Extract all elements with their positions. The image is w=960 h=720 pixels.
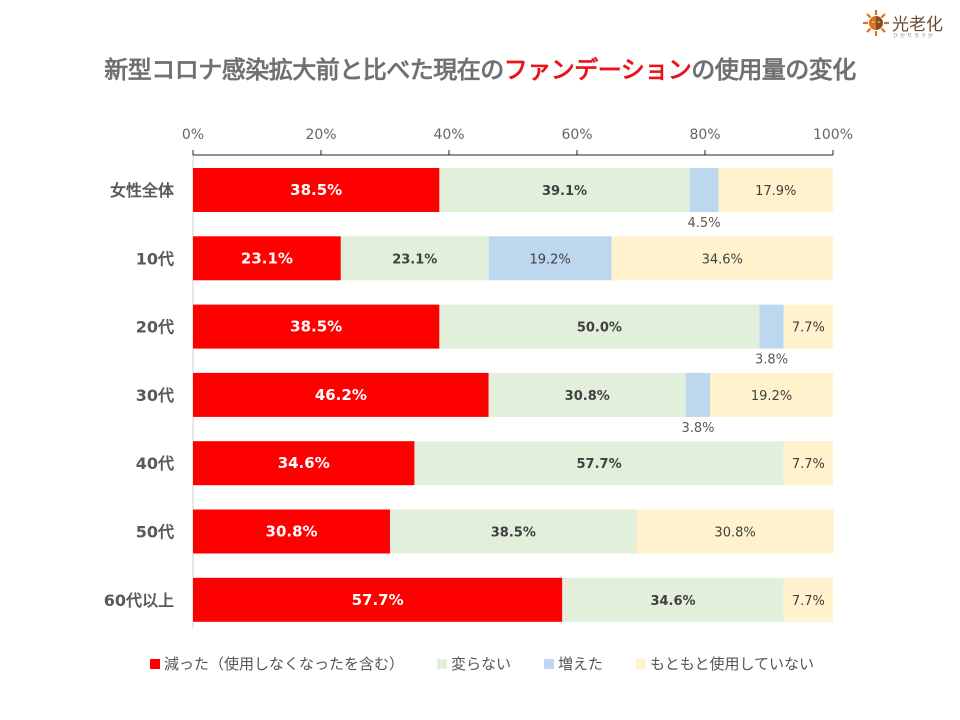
chart-title: 新型コロナ感染拡大前と比べた現在のファンデーションの使用量の変化 (0, 50, 960, 85)
sun-face-icon (863, 10, 889, 36)
bar-increased (759, 304, 784, 349)
x-tick-label: 60% (561, 127, 592, 143)
data-label: 46.2% (315, 386, 367, 404)
data-label: 34.6% (650, 594, 695, 609)
bar-unchanged (488, 372, 686, 417)
data-label: 3.8% (755, 353, 788, 368)
logo-sub: ひかりろうか (893, 33, 936, 39)
x-tick-label: 0% (182, 127, 204, 143)
bar-increased (689, 168, 719, 212)
x-tick-label: 20% (305, 127, 336, 143)
category-label: 30代 (136, 386, 174, 405)
legend-item-unchanged: 変らない (437, 653, 511, 674)
data-label: 7.7% (792, 321, 825, 336)
bar-unchanged (562, 577, 784, 622)
data-label: 57.7% (577, 457, 622, 472)
bar-unchanged (439, 304, 760, 349)
data-label: 39.1% (542, 184, 587, 199)
legend-item-decreased: 減った（使用しなくなったを含む） (150, 653, 404, 674)
bar-decreased (193, 441, 415, 486)
bar-unchanged (340, 236, 489, 281)
data-label: 7.7% (792, 457, 825, 472)
bar-decreased (193, 577, 563, 622)
data-label: 17.9% (755, 184, 796, 199)
data-label: 3.8% (681, 421, 714, 436)
legend-label: 増えた (558, 655, 604, 673)
legend: 減った（使用しなくなったを含む） 変らない 増えた もともと使用していない (150, 653, 847, 674)
bar-unchanged (390, 509, 637, 554)
logo: 光老化 ひかりろうか (862, 6, 954, 40)
legend-swatch (544, 658, 555, 669)
bar-decreased (193, 236, 341, 281)
legend-swatch (636, 658, 647, 669)
data-label: 30.8% (266, 523, 318, 541)
data-label: 34.6% (702, 252, 743, 267)
category-label: 60代以上 (104, 591, 174, 610)
bar-never (710, 372, 833, 417)
bar-never (783, 441, 833, 486)
bar-never (636, 509, 834, 554)
category-label: 50代 (136, 523, 174, 542)
bar-never (611, 236, 833, 281)
bar-never (718, 168, 833, 212)
data-label: 30.8% (565, 389, 610, 404)
legend-label: もともと使用していない (650, 655, 814, 673)
data-label: 34.6% (278, 454, 330, 472)
title-highlight: ファンデーション (503, 56, 692, 84)
logo-brand: 光老化 (892, 15, 943, 35)
x-tick-label: 100% (813, 127, 853, 143)
bar-never (783, 304, 833, 349)
data-label: 4.5% (688, 216, 721, 231)
legend-item-increased: 増えた (544, 653, 603, 674)
data-label: 19.2% (751, 389, 792, 404)
x-tick-label: 80% (689, 127, 720, 143)
legend-item-never: もともと使用していない (636, 653, 814, 674)
title-suffix: の使用量の変化 (691, 56, 856, 84)
bar-increased (685, 372, 711, 417)
bar-unchanged (439, 168, 690, 212)
data-label: 50.0% (577, 321, 622, 336)
data-label: 23.1% (392, 252, 437, 267)
data-label: 7.7% (792, 594, 825, 609)
data-label: 38.5% (290, 181, 342, 199)
data-label: 57.7% (352, 591, 404, 609)
legend-label: 減った（使用しなくなったを含む） (164, 655, 405, 673)
bar-decreased (193, 509, 391, 554)
legend-label: 変らない (451, 655, 512, 673)
data-label: 30.8% (714, 526, 755, 541)
category-label: 40代 (136, 454, 174, 473)
data-label: 23.1% (241, 249, 293, 267)
title-prefix: 新型コロナ感染拡大前と比べた現在の (104, 56, 504, 84)
legend-swatch (150, 658, 160, 669)
data-label: 19.2% (529, 252, 570, 267)
data-label: 38.5% (290, 318, 342, 336)
x-tick-label: 40% (433, 127, 464, 143)
bar-decreased (193, 304, 440, 349)
bar-decreased (193, 372, 489, 417)
bar-decreased (193, 168, 440, 212)
category-label: 10代 (136, 249, 174, 268)
bar-increased (488, 236, 612, 281)
category-label: 女性全体 (110, 181, 175, 200)
legend-swatch (437, 658, 448, 669)
bar-unchanged (414, 441, 784, 486)
bar-never (783, 577, 833, 622)
data-label: 38.5% (491, 526, 536, 541)
category-label: 20代 (136, 318, 174, 337)
